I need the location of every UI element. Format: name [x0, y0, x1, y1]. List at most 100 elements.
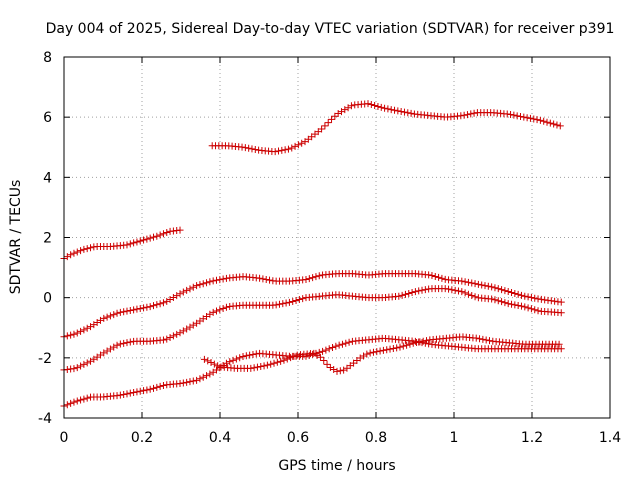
data-point	[386, 345, 394, 353]
series-satellite-e	[60, 334, 565, 410]
data-point	[219, 275, 227, 283]
data-point	[550, 120, 558, 128]
data-point	[130, 306, 138, 314]
data-point	[130, 389, 138, 397]
data-point	[133, 388, 141, 396]
data-point	[341, 106, 349, 114]
data-point	[196, 281, 204, 289]
data-point	[425, 271, 433, 279]
data-point	[511, 301, 519, 309]
data-point	[423, 337, 431, 345]
data-point	[461, 278, 469, 286]
data-point	[325, 345, 333, 353]
data-point	[207, 359, 215, 367]
data-point	[143, 235, 151, 243]
data-point	[470, 109, 478, 117]
data-point	[253, 363, 261, 371]
data-point	[203, 372, 211, 380]
data-point	[396, 343, 404, 351]
data-point	[398, 291, 406, 299]
data-point	[248, 145, 256, 153]
data-point	[464, 290, 472, 298]
y-tick-label: 2	[43, 231, 52, 247]
x-tick-label: 0	[60, 430, 69, 446]
data-point	[534, 295, 542, 303]
data-point	[401, 290, 409, 298]
data-point	[287, 354, 295, 362]
data-point	[411, 288, 419, 296]
data-point	[176, 379, 184, 387]
data-point	[404, 109, 412, 117]
data-point	[249, 350, 257, 358]
data-point	[186, 323, 194, 331]
data-point	[508, 300, 516, 308]
data-point	[464, 278, 472, 286]
data-point	[405, 289, 413, 297]
data-point	[130, 239, 138, 247]
data-point	[275, 147, 282, 155]
data-point	[454, 287, 462, 295]
data-point	[488, 283, 496, 291]
data-point	[80, 245, 88, 253]
data-point	[516, 112, 524, 120]
data-point	[322, 346, 330, 354]
x-tick-label: 0.2	[131, 430, 153, 446]
data-point	[150, 384, 158, 392]
data-point	[383, 346, 391, 354]
data-point	[513, 112, 521, 120]
data-point	[210, 360, 218, 368]
data-point	[302, 276, 310, 284]
data-point	[514, 290, 522, 298]
data-point	[278, 146, 286, 154]
data-point	[120, 308, 128, 316]
data-point	[260, 362, 268, 370]
data-point	[176, 290, 184, 298]
data-point	[381, 104, 389, 112]
data-point	[193, 282, 201, 290]
data-point	[209, 308, 217, 316]
data-point	[156, 382, 164, 390]
data-point	[67, 251, 75, 259]
data-point	[332, 342, 340, 350]
data-point	[282, 299, 290, 307]
data-point	[369, 348, 377, 356]
data-point	[219, 304, 227, 312]
data-point	[136, 305, 144, 313]
data-point	[408, 288, 416, 296]
data-point	[123, 390, 131, 398]
y-tick-label: -4	[38, 411, 52, 427]
data-point	[494, 297, 502, 305]
data-point	[146, 303, 154, 311]
data-point	[557, 309, 565, 317]
data-point	[120, 390, 128, 398]
data-point	[120, 339, 128, 347]
data-point	[163, 228, 171, 236]
data-point	[73, 248, 81, 256]
data-point	[457, 112, 465, 120]
data-point	[501, 287, 509, 295]
data-point	[136, 237, 144, 245]
y-axis-title: SDTVAR / TECUs	[8, 180, 24, 295]
data-point	[80, 395, 88, 403]
x-tick-label: 1.4	[599, 430, 621, 446]
data-point	[229, 356, 237, 364]
data-point	[418, 286, 426, 294]
data-point	[333, 367, 341, 375]
data-point	[377, 103, 385, 111]
data-point	[176, 329, 184, 337]
series-satellite-d	[60, 285, 565, 374]
y-tick-label: 0	[43, 291, 52, 307]
data-point	[527, 294, 535, 302]
data-point	[295, 296, 303, 304]
data-point	[441, 275, 449, 283]
data-point	[524, 304, 532, 312]
data-point	[116, 391, 124, 399]
data-point	[212, 276, 220, 284]
data-point	[342, 339, 350, 347]
data-point	[458, 277, 466, 285]
data-point	[364, 100, 372, 108]
data-point	[409, 339, 417, 347]
data-point	[133, 238, 141, 246]
data-point	[416, 338, 424, 346]
data-point	[407, 109, 415, 117]
